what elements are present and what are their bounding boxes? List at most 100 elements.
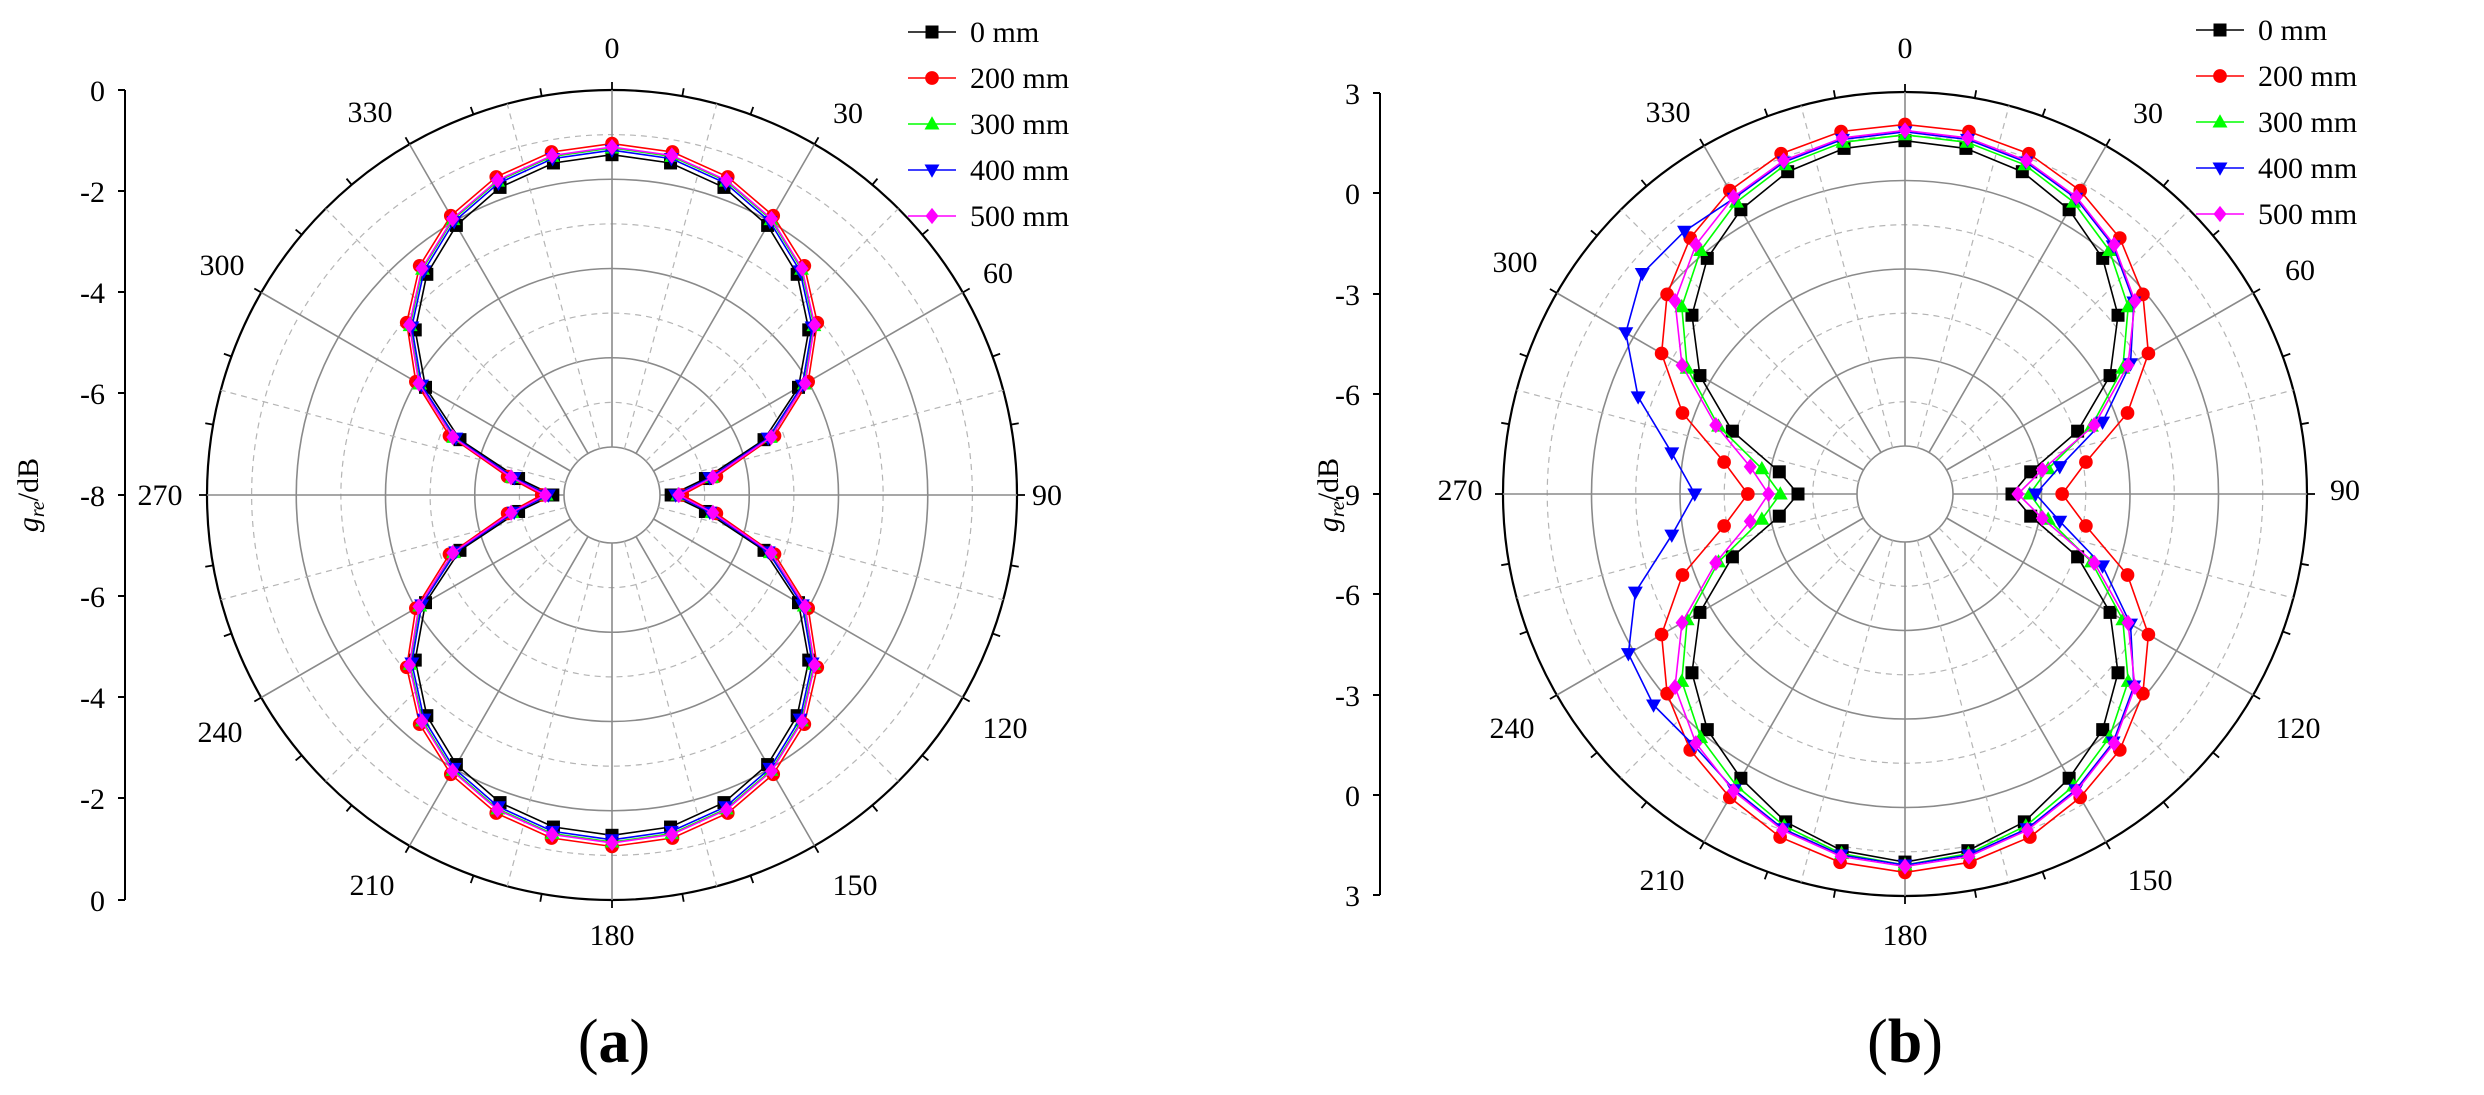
data-point xyxy=(2024,465,2038,479)
angular-minor-grid-line xyxy=(1800,105,1894,448)
angle-label: 0 xyxy=(1898,32,1913,65)
angular-tick-mark xyxy=(1549,288,1558,294)
data-point xyxy=(1675,568,1690,582)
legend-marker xyxy=(2213,69,2227,83)
data-point xyxy=(2071,424,2085,438)
data-point xyxy=(415,713,429,730)
angular-tick-mark xyxy=(1763,871,1769,880)
legend-a: 0 mm 200 mm 300 mm 400 mm 500 mm xyxy=(908,16,1069,233)
radial-tick-label: -3 xyxy=(1335,680,1360,713)
data-point xyxy=(1725,424,1739,438)
angular-minor-grid-line xyxy=(1938,209,2190,461)
angular-tick-mark xyxy=(1763,108,1769,117)
radial-axis-title-b: gre/dB xyxy=(1312,458,1349,532)
angular-tick-mark xyxy=(2282,630,2291,636)
data-point xyxy=(1668,292,1682,310)
radial-axis-b: 3 0 -3 -6 -9 -6 -3 0 3 xyxy=(1335,78,1381,913)
angle-label: 60 xyxy=(983,257,1013,290)
data-point xyxy=(1777,152,1791,169)
data-point xyxy=(1693,242,1709,256)
data-point xyxy=(545,826,559,843)
data-point xyxy=(1646,699,1662,713)
radial-tick-label: -4 xyxy=(80,682,105,715)
angular-minor-grid-line xyxy=(325,208,579,462)
angular-minor-grid-line xyxy=(1516,389,1859,483)
angular-tick-mark xyxy=(1640,801,1648,809)
data-point xyxy=(1754,511,1770,525)
data-point xyxy=(1898,122,1912,139)
data-point xyxy=(1685,666,1699,680)
legend-label: 0 mm xyxy=(970,16,1039,49)
data-point xyxy=(2087,554,2101,572)
data-point xyxy=(1689,236,1703,253)
radial-tick-label: 0 xyxy=(1345,780,1360,813)
radial-axis-title-a: gre/dB xyxy=(12,458,49,532)
data-point xyxy=(1834,848,1848,865)
data-point xyxy=(2079,519,2093,533)
angular-tick-mark xyxy=(345,178,353,186)
angular-tick-mark xyxy=(539,893,543,902)
data-point xyxy=(1717,455,1731,469)
angular-tick-mark xyxy=(2041,108,2047,117)
legend-label: 500 mm xyxy=(970,200,1069,233)
legend-marker xyxy=(924,164,940,178)
angular-tick-mark xyxy=(749,106,755,115)
data-point xyxy=(2128,292,2142,310)
radial-tick-label: -2 xyxy=(80,176,105,209)
data-point xyxy=(504,504,518,521)
radial-axis-ticks-a xyxy=(118,89,125,901)
angular-grid-line xyxy=(635,143,816,454)
data-point xyxy=(2121,614,2135,631)
data-point xyxy=(1727,188,1740,206)
data-point xyxy=(1654,346,1669,361)
angle-label: 180 xyxy=(590,919,635,952)
angular-tick-mark xyxy=(223,632,232,638)
angular-minor-grid-line xyxy=(623,541,718,887)
legend-label: 400 mm xyxy=(970,154,1069,187)
series-markers-500-mm xyxy=(1668,122,2142,875)
angle-label: 240 xyxy=(1490,712,1535,745)
data-point xyxy=(538,486,552,504)
angular-minor-grid-line xyxy=(658,389,1004,484)
data-point xyxy=(1687,488,1703,502)
angular-minor-grid-line xyxy=(658,506,1004,601)
data-point xyxy=(2055,487,2069,501)
data-point xyxy=(1675,357,1689,374)
angular-tick-mark xyxy=(2212,229,2220,237)
data-point xyxy=(2120,568,2135,582)
angular-tick-mark xyxy=(253,287,262,294)
angular-tick-mark xyxy=(749,875,755,884)
data-point xyxy=(2079,455,2093,469)
data-point xyxy=(2019,152,2033,169)
data-point xyxy=(665,826,679,843)
radial-tick-label: -6 xyxy=(80,378,105,411)
angular-tick-mark xyxy=(1010,564,1019,568)
angular-minor-grid-line xyxy=(645,528,899,782)
angular-tick-mark xyxy=(205,422,214,426)
angular-tick-mark xyxy=(2282,352,2291,358)
angle-label: 120 xyxy=(2276,712,2321,745)
data-point xyxy=(1660,686,1674,701)
data-point xyxy=(764,428,778,446)
angular-tick-mark xyxy=(2041,871,2047,880)
legend-marker xyxy=(925,207,939,225)
angular-tick-mark xyxy=(469,875,475,884)
data-point xyxy=(1677,225,1692,240)
data-point xyxy=(2071,550,2085,564)
data-point xyxy=(764,210,778,227)
data-point xyxy=(1962,848,1976,865)
angular-minor-grid-line xyxy=(1916,540,2010,883)
angular-minor-grid-line xyxy=(325,528,579,782)
data-point xyxy=(446,210,460,227)
data-point xyxy=(545,147,559,164)
radial-tick-label: -9 xyxy=(1335,479,1360,512)
data-point xyxy=(706,469,720,486)
data-point xyxy=(412,598,426,615)
angular-minor-grid-line xyxy=(1800,540,1894,883)
angle-label: 270 xyxy=(138,479,183,512)
angular-minor-grid-line xyxy=(1620,527,1872,779)
angular-tick-mark xyxy=(2252,288,2261,294)
data-point xyxy=(402,656,416,674)
data-point xyxy=(1772,465,1786,479)
angular-tick-mark xyxy=(1832,889,1837,898)
